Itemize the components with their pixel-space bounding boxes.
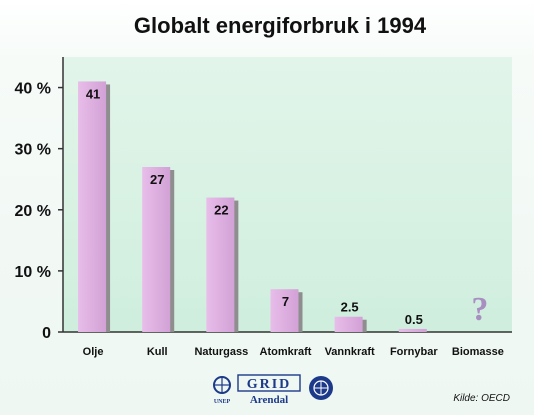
data-label: 7 — [282, 294, 289, 309]
x-tick-label: Biomasse — [452, 346, 504, 358]
grid-logo-text: GRID — [247, 377, 292, 392]
data-label: 27 — [150, 172, 164, 187]
x-tick-labels: Olje Kull Naturgass Atomkraft Vannkraft Forny… — [83, 346, 504, 358]
unep-logo-text: UNEP — [214, 399, 231, 405]
unknown-value-marker: ? — [471, 291, 488, 328]
bar-olje — [78, 81, 107, 332]
y-tick-label: 20 % — [15, 203, 51, 220]
bar-naturgass — [206, 197, 235, 332]
chart-title: Globalt energiforbruk i 1994 — [134, 13, 427, 38]
data-label: 2.5 — [341, 300, 359, 315]
y-tick-label: 10 % — [15, 264, 51, 281]
x-tick-label: Atomkraft — [260, 346, 312, 358]
bar-kull — [142, 167, 171, 332]
x-tick-label: Kull — [147, 346, 168, 358]
bar-fornybar — [398, 328, 427, 332]
data-label: 22 — [214, 203, 228, 218]
footer-logos: UNEP GRID Arendal — [213, 374, 333, 406]
x-tick-label: Olje — [83, 346, 104, 358]
y-tick-label: 30 % — [15, 142, 51, 159]
bar-atomkraft — [270, 289, 299, 332]
x-tick-label: Naturgass — [194, 346, 248, 358]
y-ticks: 0 10 % 20 % 30 % 40 % — [15, 81, 63, 342]
data-label: 41 — [86, 86, 100, 101]
un-emblem-icon — [309, 376, 333, 400]
plot-area — [63, 57, 512, 332]
bar-vannkraft — [334, 316, 363, 332]
x-tick-label: Vannkraft — [325, 346, 375, 358]
source-note: Kilde: OECD — [453, 393, 510, 404]
y-tick-label: 40 % — [15, 81, 51, 98]
bars: 41 27 22 7 2.5 0.5? — [78, 81, 488, 332]
unep-logo-icon: UNEP — [213, 376, 231, 405]
y-tick-label: 0 — [42, 325, 51, 342]
x-tick-label: Fornybar — [390, 346, 438, 358]
grid-arendal-logo: GRID Arendal — [237, 374, 301, 406]
grid-logo-subtext: Arendal — [250, 394, 288, 406]
data-label: 0.5 — [405, 312, 423, 327]
